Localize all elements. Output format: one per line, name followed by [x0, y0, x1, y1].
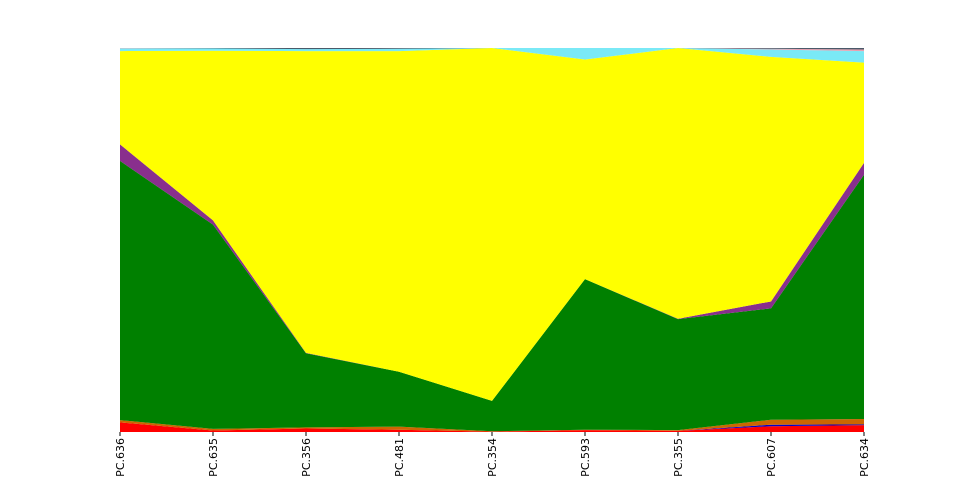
area-series-1 [120, 422, 864, 432]
x-tick-label: PC.607 [765, 438, 778, 477]
area-series-7 [120, 48, 864, 63]
area-series-group [120, 48, 864, 432]
area-series-4 [120, 160, 864, 432]
x-tick-label: PC.593 [579, 438, 592, 477]
area-series-8 [120, 48, 864, 52]
x-tick-label: PC.636 [114, 438, 127, 477]
area-series-6 [120, 48, 864, 401]
x-tick-label: PC.634 [858, 438, 871, 477]
x-tick-label: PC.355 [672, 438, 685, 477]
x-tick-label: PC.481 [393, 438, 406, 477]
x-tick-label: PC.354 [486, 438, 499, 477]
x-axis-ticks: PC.636 PC.635 PC.356 PC.481 PC.354 PC.593 PC.3… [114, 432, 871, 477]
area-series-3 [120, 418, 864, 432]
x-tick-label: PC.356 [300, 438, 313, 477]
area-series-9 [120, 48, 864, 50]
x-tick-label: PC.635 [207, 438, 220, 477]
